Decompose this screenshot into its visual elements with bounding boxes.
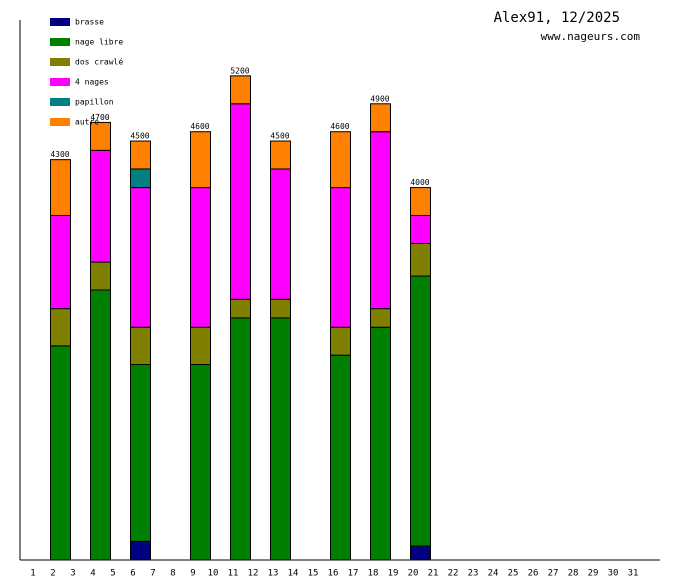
x-tick-label: 29 bbox=[588, 569, 599, 579]
bar-segment bbox=[370, 103, 391, 133]
bar-segment bbox=[130, 540, 151, 561]
x-tick-label: 5 bbox=[110, 569, 115, 579]
legend-swatch bbox=[50, 78, 70, 86]
x-tick-label: 1 bbox=[30, 569, 35, 579]
bar-segment bbox=[50, 159, 71, 217]
x-tick-label: 20 bbox=[408, 569, 419, 579]
legend-label: papillon bbox=[75, 98, 114, 107]
legend-label: 4 nages bbox=[75, 78, 109, 87]
x-tick-label: 28 bbox=[568, 569, 579, 579]
legend-swatch bbox=[50, 98, 70, 106]
x-tick-label: 12 bbox=[248, 569, 259, 579]
bar-segment bbox=[270, 298, 291, 319]
x-tick-label: 7 bbox=[150, 569, 155, 579]
bar-segment bbox=[230, 75, 251, 105]
bar-segment bbox=[130, 187, 151, 328]
legend-swatch bbox=[50, 38, 70, 46]
x-tick-label: 4 bbox=[90, 569, 95, 579]
bar-segment bbox=[230, 103, 251, 300]
bar-segment bbox=[190, 363, 211, 561]
x-tick-label: 19 bbox=[388, 569, 399, 579]
legend-label: nage libre bbox=[75, 38, 123, 47]
bar-segment bbox=[90, 121, 111, 151]
x-tick-label: 15 bbox=[308, 569, 319, 579]
legend-label: dos crawlé bbox=[75, 57, 123, 67]
bar-segment bbox=[330, 354, 351, 561]
bar-segment bbox=[190, 131, 211, 189]
bar-segment bbox=[330, 187, 351, 328]
x-tick-label: 31 bbox=[628, 569, 639, 579]
x-tick-label: 27 bbox=[548, 569, 559, 579]
x-tick-label: 11 bbox=[228, 569, 239, 579]
x-tick-label: 14 bbox=[288, 569, 299, 579]
x-tick-label: 13 bbox=[268, 569, 279, 579]
bar-segment bbox=[410, 242, 431, 277]
bar-segment bbox=[270, 317, 291, 561]
bar-segment bbox=[130, 140, 151, 170]
bar-segment bbox=[90, 261, 111, 291]
x-tick-label: 26 bbox=[528, 569, 539, 579]
legend-label: brasse bbox=[75, 18, 104, 27]
legend-swatch bbox=[50, 58, 70, 66]
bar-segment bbox=[50, 215, 71, 310]
total-label: 4500 bbox=[130, 132, 149, 141]
x-tick-label: 3 bbox=[70, 569, 75, 579]
bar-segment bbox=[190, 326, 211, 365]
bar-segment bbox=[410, 545, 431, 561]
x-tick-label: 17 bbox=[348, 569, 359, 579]
bar-segment bbox=[190, 187, 211, 328]
legend-swatch bbox=[50, 18, 70, 26]
bar-segment bbox=[50, 308, 71, 347]
chart-subtitle: www.nageurs.com bbox=[541, 30, 641, 43]
bar-segment bbox=[130, 168, 151, 189]
x-tick-label: 24 bbox=[488, 569, 499, 579]
x-tick-label: 8 bbox=[170, 569, 175, 579]
x-tick-label: 30 bbox=[608, 569, 619, 579]
bar-segment bbox=[270, 168, 291, 300]
bar-segment bbox=[410, 215, 431, 244]
bar-segment bbox=[330, 326, 351, 356]
bar-segment bbox=[330, 131, 351, 189]
x-tick-label: 18 bbox=[368, 569, 379, 579]
bar-segment bbox=[370, 308, 391, 328]
bar-segment bbox=[230, 298, 251, 319]
bar-segment bbox=[270, 140, 291, 170]
bar-segment bbox=[370, 131, 391, 310]
total-label: 4600 bbox=[330, 122, 349, 131]
bar-segment bbox=[410, 275, 431, 547]
total-label: 4300 bbox=[50, 150, 69, 159]
total-label: 4600 bbox=[190, 122, 209, 131]
x-tick-label: 21 bbox=[428, 569, 439, 579]
bar-segment bbox=[50, 345, 71, 561]
x-tick-label: 9 bbox=[190, 569, 195, 579]
total-label: 4000 bbox=[410, 178, 429, 187]
bar-segment bbox=[230, 317, 251, 561]
total-label: 4700 bbox=[90, 113, 109, 122]
bar-segment bbox=[90, 289, 111, 561]
x-tick-label: 25 bbox=[508, 569, 519, 579]
legend-label: autre bbox=[75, 118, 99, 127]
bar-segment bbox=[410, 187, 431, 217]
bar-segment bbox=[130, 326, 151, 365]
bar-segment bbox=[90, 149, 111, 263]
x-tick-label: 10 bbox=[208, 569, 219, 579]
chart-title: Alex91, 12/2025 bbox=[494, 10, 620, 26]
bar-segment bbox=[370, 326, 391, 561]
x-tick-label: 22 bbox=[448, 569, 459, 579]
bar-segment bbox=[130, 363, 151, 542]
total-label: 4900 bbox=[370, 94, 389, 103]
x-tick-label: 16 bbox=[328, 569, 339, 579]
total-label: 5200 bbox=[230, 66, 249, 75]
x-tick-label: 2 bbox=[50, 569, 55, 579]
x-tick-label: 6 bbox=[130, 569, 135, 579]
total-label: 4500 bbox=[270, 132, 289, 141]
legend-swatch bbox=[50, 118, 70, 126]
x-tick-label: 23 bbox=[468, 569, 479, 579]
